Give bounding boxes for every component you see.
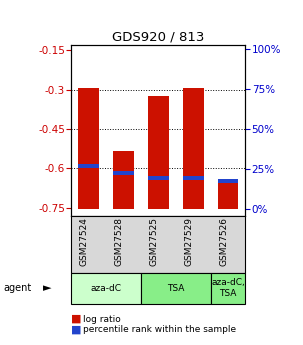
Text: GSM27526: GSM27526	[219, 217, 228, 266]
Text: GSM27528: GSM27528	[115, 217, 124, 266]
Text: GSM27524: GSM27524	[80, 217, 88, 266]
Text: aza-dC,
TSA: aza-dC, TSA	[211, 278, 245, 298]
Text: ■: ■	[71, 325, 82, 334]
Bar	[113, 171, 134, 175]
Bar	[218, 183, 238, 209]
Text: log ratio: log ratio	[83, 315, 121, 324]
Bar	[183, 176, 204, 180]
Bar	[183, 88, 204, 209]
Text: GSM27525: GSM27525	[149, 217, 158, 266]
Bar	[78, 88, 99, 209]
Bar	[148, 176, 169, 180]
Bar	[218, 179, 238, 183]
Text: GSM27529: GSM27529	[184, 217, 193, 266]
Bar	[113, 151, 134, 209]
Text: ■: ■	[71, 314, 82, 324]
Text: aza-dC: aza-dC	[91, 284, 122, 293]
Text: agent: agent	[3, 283, 31, 293]
Text: ►: ►	[43, 283, 51, 293]
Bar	[78, 164, 99, 168]
Title: GDS920 / 813: GDS920 / 813	[112, 31, 205, 44]
Text: TSA: TSA	[167, 284, 185, 293]
Bar	[148, 96, 169, 209]
Text: percentile rank within the sample: percentile rank within the sample	[83, 325, 236, 334]
